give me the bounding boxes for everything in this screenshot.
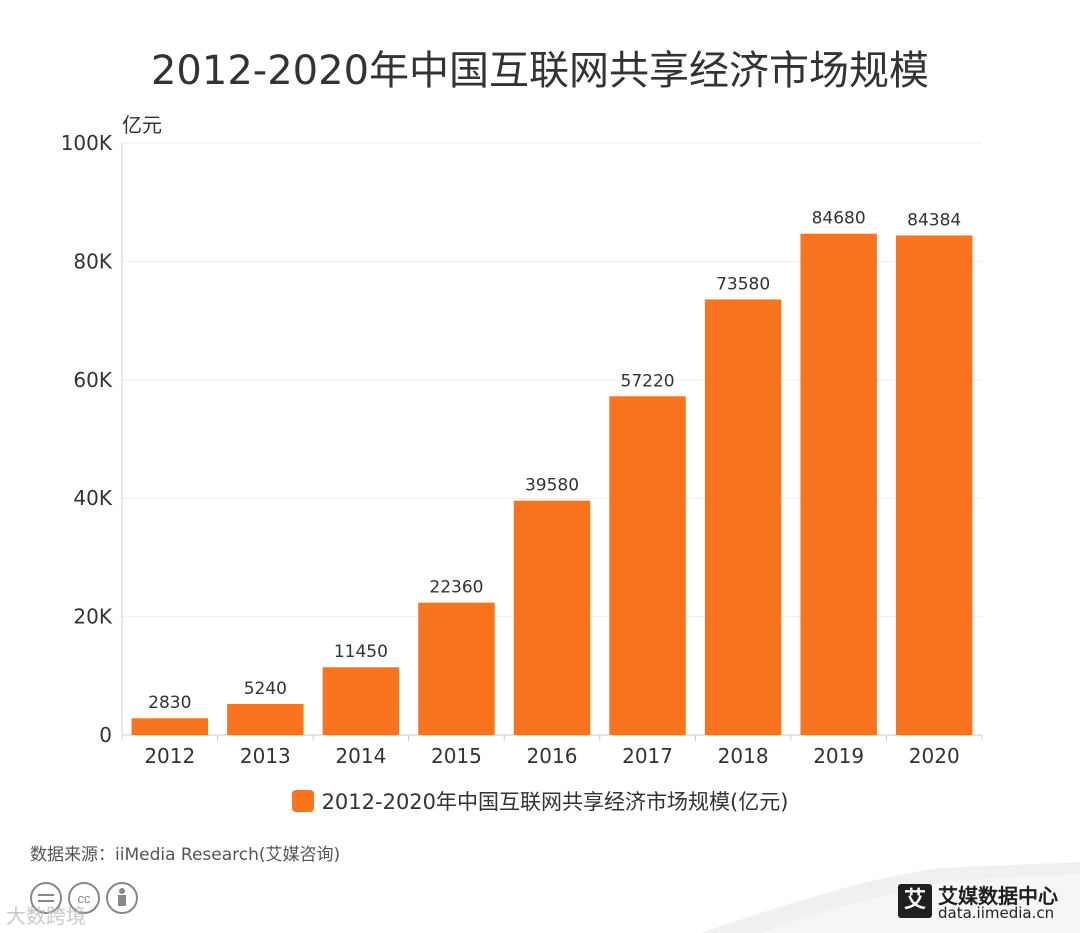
bar	[418, 602, 495, 735]
bar	[131, 718, 208, 735]
x-tick-label: 2020	[909, 744, 960, 768]
x-tick-label: 2012	[144, 744, 195, 768]
legend-label: 2012-2020年中国互联网共享经济市场规模(亿元)	[321, 790, 789, 814]
data-label: 39580	[525, 476, 579, 496]
x-tick-label: 2016	[527, 744, 578, 768]
bar	[800, 233, 877, 735]
by-icon	[106, 882, 138, 914]
x-tick-label: 2019	[813, 744, 864, 768]
chart-legend[interactable]: 2012-2020年中国互联网共享经济市场规模(亿元)	[0, 786, 1080, 816]
y-tick-label: 60K	[73, 368, 112, 392]
brand-name: 艾媒数据中心	[938, 884, 1058, 908]
iimedia-logo-icon: 艾	[898, 884, 932, 918]
watermark: 大数跨境	[6, 904, 86, 928]
cc-icon	[30, 882, 62, 914]
svg-text:cc: cc	[78, 891, 92, 906]
data-source: 数据来源：iiMedia Research(艾媒咨询)	[30, 845, 341, 865]
y-axis-label: 亿元	[122, 113, 162, 137]
bar	[227, 703, 304, 735]
y-tick-label: 100K	[61, 131, 113, 155]
data-label: 57220	[621, 371, 675, 391]
cc-badge-icon: cc	[68, 882, 100, 914]
x-tick-label: 2013	[240, 744, 291, 768]
data-label: 84680	[812, 209, 866, 229]
bar	[322, 667, 400, 735]
bar	[896, 235, 973, 735]
y-tick-label: 20K	[73, 605, 112, 629]
x-tick-label: 2015	[431, 744, 482, 768]
bar-chart: 0 20K 40K 60K 80K 100K 亿元 2830 2012 5240 2013 11450…	[61, 113, 983, 768]
x-tick-label: 2014	[335, 744, 386, 768]
data-label: 5240	[244, 679, 287, 699]
y-tick-label: 40K	[73, 486, 112, 510]
data-label: 84384	[907, 210, 961, 230]
data-label: 22360	[429, 578, 483, 598]
data-label: 11450	[334, 642, 388, 662]
x-tick-label: 2017	[622, 744, 673, 768]
y-tick-label: 0	[99, 723, 112, 747]
brand-url[interactable]: data.iimedia.cn	[938, 904, 1055, 922]
bar	[609, 396, 686, 735]
data-label: 2830	[148, 693, 191, 713]
legend-swatch	[291, 790, 314, 812]
y-tick-label: 80K	[73, 249, 112, 273]
data-label: 73580	[716, 274, 770, 294]
brand[interactable]: 艾 艾媒数据中心 data.iimedia.cn	[898, 880, 1073, 926]
license-icons: cc	[30, 882, 138, 914]
chart-title: 2012-2020年中国互联网共享经济市场规模	[150, 48, 930, 94]
x-tick-label: 2018	[718, 744, 769, 768]
bar	[704, 299, 782, 735]
bar	[513, 500, 591, 735]
